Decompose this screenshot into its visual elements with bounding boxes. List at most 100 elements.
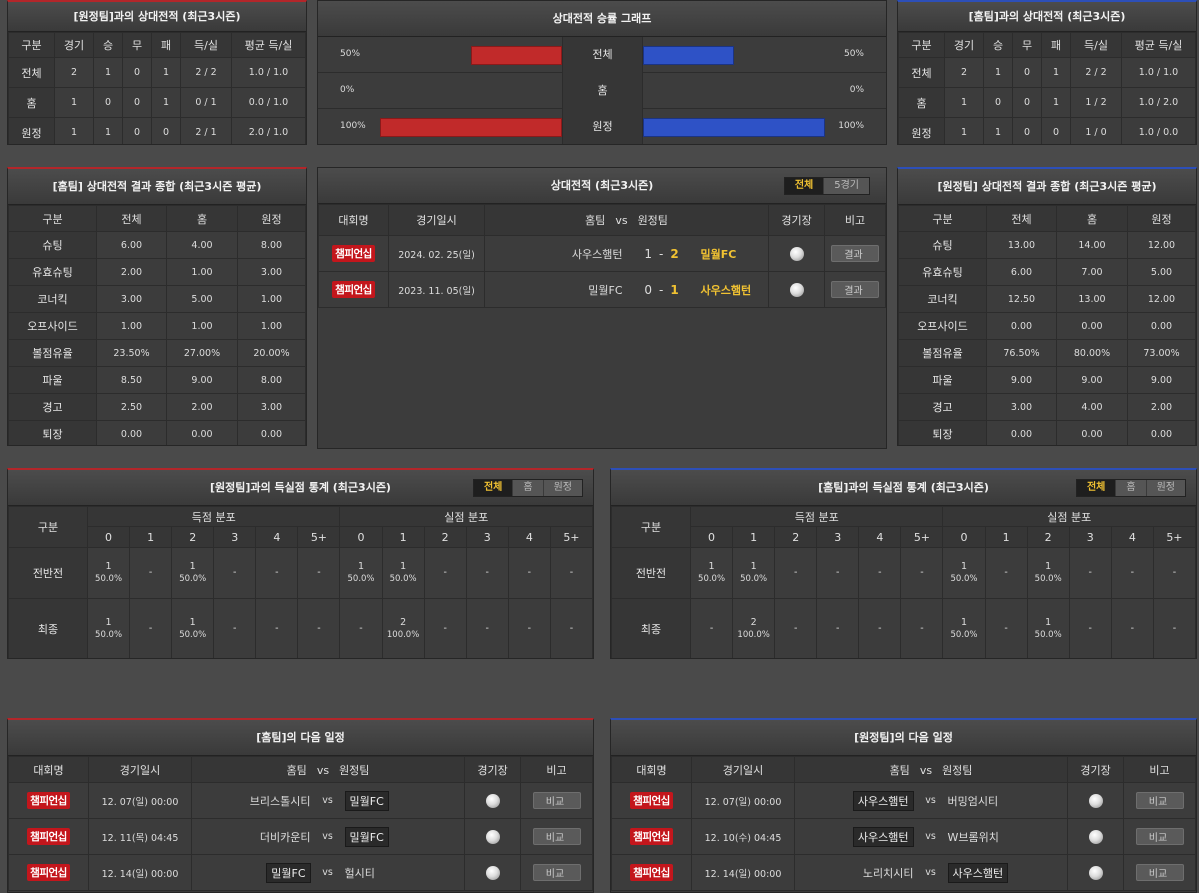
tab-all[interactable]: 전체 [1076,480,1116,496]
away-team: 버밍엄시티 [947,794,999,808]
note-cell: 비교 [1123,782,1196,819]
summary-away-panel: [원정팀] 상대전적 결과 종합 (최근3시즌 평균) 구분 전체 홈 원정 슈팅 13.… [897,167,1197,446]
league-cell: 챔피언십 [611,818,692,855]
goals-row: 전반전 1 50.0% - 1 50.0% - - - 1 50.0% 1 50.0% - - - - [8,547,593,599]
row-label: 전반전 [611,547,691,599]
away-team: 밀월FC [694,235,770,272]
goal-cell: - [816,598,860,658]
col-header: 홈 [166,205,238,232]
away-winrate-bar [643,46,734,65]
compare-button[interactable]: 비교 [532,828,581,845]
goal-count: 1 [381,526,425,548]
tab-away[interactable]: 원정 [542,480,582,496]
goals-away-table: 구분 득점 분포 실점 분포 0 1 2 3 4 5+ 0 1 2 3 4 5+ 전반전 1 50.0% 1 50.0… [611,506,1196,658]
stat-value: 1 [944,117,984,144]
away-team: 밀월FC [344,826,389,847]
goal-cell: 1 50.0% [1026,598,1070,658]
h2h-away-table: 구분 경기 승 무 패 득/실 평균 득/실 전체 2 1 0 1 2 / 2 1.0 / 1.0 홈 1 0 0… [898,32,1196,144]
stat-value: 0.00 [986,312,1057,340]
summary-away-table: 구분 전체 홈 원정 슈팅 13.00 14.00 12.00 유효슈팅 6.00 7.00 5.00… [898,205,1196,445]
graph-row-label: 홈 [562,73,643,109]
stadium-icon[interactable] [789,246,804,261]
stadium-icon[interactable] [789,282,804,297]
row-label: 원정 [8,117,55,144]
goal-count-value: - [527,567,532,578]
goal-cell: - [213,547,257,599]
stat-value: 0.00 [96,420,167,445]
col-away: 원정팀 [942,763,973,777]
goal-count-value: - [836,567,840,578]
stadium-icon[interactable] [1088,865,1103,880]
tab-home[interactable]: 홈 [512,480,542,496]
stat-value: 1 [54,117,94,144]
button-label: 비교 [1148,833,1168,844]
stat-value: 9.00 [166,366,238,394]
tab-5-games[interactable]: 5경기 [823,178,869,194]
compare-button[interactable]: 비교 [1135,864,1184,881]
tab-all[interactable]: 전체 [473,480,513,496]
home-team-cell: 노리치시티 [794,854,918,891]
goal-count: 1 [732,526,776,548]
col-header: 홈 [1056,205,1128,232]
goal-cell: - [1152,598,1196,658]
goal-count-row: 0 1 2 3 4 5+ 0 1 2 3 4 5+ [9,526,593,548]
home-team: 밀월FC [484,271,629,308]
result-button[interactable]: 결과 [831,245,879,262]
col-header: 원정 [1127,205,1196,232]
result-button[interactable]: 결과 [831,281,879,298]
league-badge[interactable]: 챔피언십 [630,792,673,809]
tab-all[interactable]: 전체 [784,178,824,194]
stat-value: 2.0 / 1.0 [231,117,306,144]
stadium-icon[interactable] [1088,793,1103,808]
table-row: 전체 2 1 0 1 2 / 2 1.0 / 1.0 [898,57,1196,88]
goal-cell: - [213,598,257,658]
goal-cell: - [858,598,902,658]
league-badge[interactable]: 챔피언십 [630,828,673,845]
tab-home[interactable]: 홈 [1115,480,1145,496]
stadium-icon[interactable] [485,865,500,880]
goal-count-value: - [793,567,798,578]
league-badge[interactable]: 챔피언십 [630,864,673,881]
league-badge[interactable]: 챔피언십 [27,792,70,809]
league-badge[interactable]: 챔피언십 [27,828,70,845]
league-badge[interactable]: 챔피언십 [332,281,375,298]
score-sep: - [658,246,664,261]
goal-count: 4 [255,526,299,548]
compare-button[interactable]: 비교 [532,864,581,881]
conceded-dist-header: 실점 분포 [942,506,1196,527]
goals-home-tabs: 전체 홈 원정 [472,479,583,497]
league-cell: 챔피언십 [611,782,692,819]
goal-count: 4 [858,526,902,548]
goal-cell: - [816,547,860,599]
goal-count: 0 [689,526,734,548]
col-home: 홈팀 [889,763,910,777]
compare-button[interactable]: 비교 [1135,792,1184,809]
compare-button[interactable]: 비교 [1135,828,1184,845]
stat-value: 5.00 [1127,258,1196,286]
tab-away[interactable]: 원정 [1145,480,1185,496]
col-header: 승 [93,32,123,58]
stat-value: 2 [944,57,984,88]
table-row: 파울 9.00 9.00 9.00 [898,366,1196,394]
goal-cell: - [858,547,902,599]
compare-button[interactable]: 비교 [532,792,581,809]
stat-value: 1.00 [96,312,167,340]
goal-count-value: - [878,622,882,634]
league-badge[interactable]: 챔피언십 [27,864,70,881]
goal-count-value: 1 [357,561,365,572]
table-row: 볼점유율 76.50% 80.00% 73.00% [898,339,1196,367]
goal-count-value: 1 [105,616,112,628]
vs-label: vs [314,782,341,819]
stadium-icon[interactable] [485,829,500,844]
stadium-icon[interactable] [485,793,500,808]
stat-value: 9.00 [986,366,1057,394]
stat-value: 1.00 [166,258,238,286]
goal-count-value: 1 [189,616,196,628]
goal-cell: 1 50.0% [689,547,734,599]
stadium-icon[interactable] [1088,829,1103,844]
stat-value: 13.00 [986,231,1057,259]
col-home: 홈팀 [585,214,606,227]
summary-home-table: 구분 전체 홈 원정 슈팅 6.00 4.00 8.00 유효슈팅 2.00 1.00 3.00 코너킥… [8,205,306,445]
league-badge[interactable]: 챔피언십 [332,245,375,262]
left-percent: 100% [340,121,366,131]
